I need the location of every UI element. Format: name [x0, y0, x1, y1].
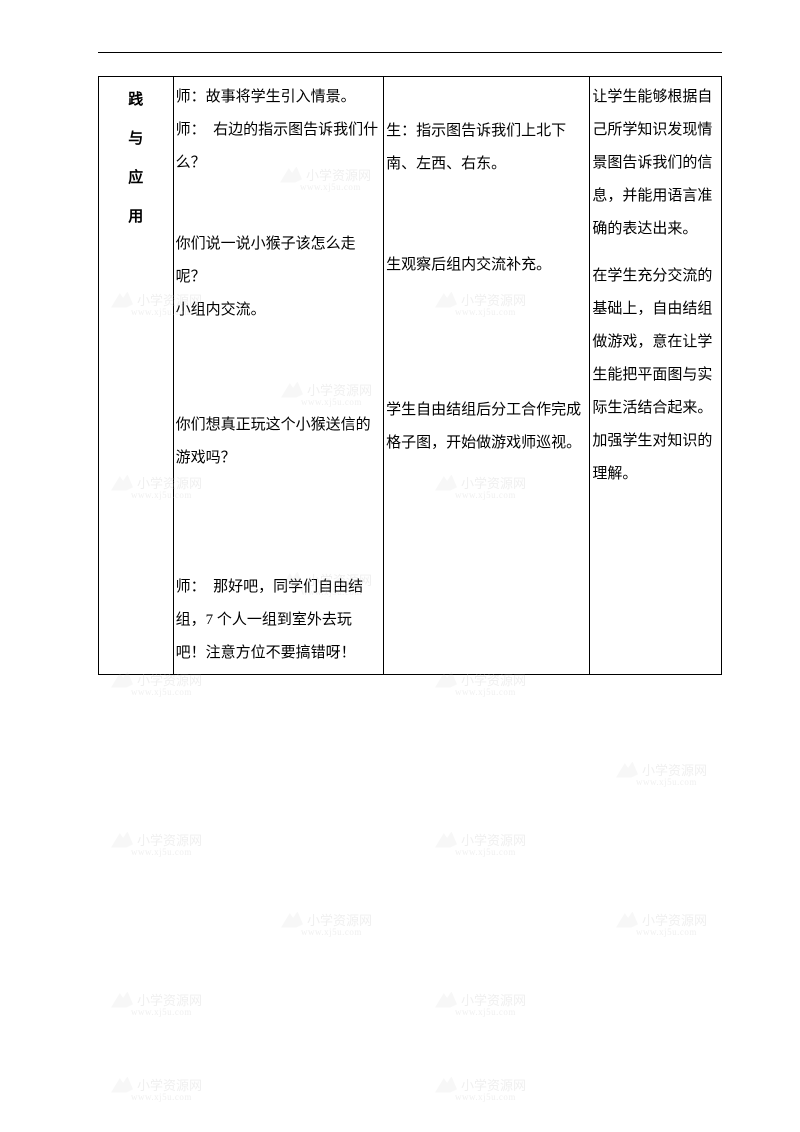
teacher-text: 你们想真正玩这个小猴送信的游戏吗？: [176, 409, 382, 475]
leaf-icon: [435, 1077, 457, 1093]
student-text: 生观察后组内交流补充。: [386, 249, 587, 282]
watermark-main: 小学资源网: [137, 1078, 202, 1093]
intent-text: 让学生能够根据自己所学知识发现情景图告诉我们的信息，并能用语言准确的表达出来。: [592, 81, 719, 246]
teacher-text: 师： 那好吧，同学们自由结组，7 个人一组到室外去玩吧！注意方位不要搞错呀！: [176, 571, 382, 670]
section-char: 用: [101, 198, 171, 237]
watermark-sub: www.xj5u.com: [131, 847, 202, 857]
watermark-main: 小学资源网: [461, 993, 526, 1008]
lesson-plan-table: 践 与 应 用 师：故事将学生引入情景。 师： 右边的指示图告诉我们什么？ 你们…: [98, 76, 722, 675]
watermark-sub: www.xj5u.com: [455, 1092, 526, 1102]
watermark-sub: www.xj5u.com: [636, 777, 707, 787]
watermark-main: 小学资源网: [137, 833, 202, 848]
leaf-icon: [281, 912, 303, 928]
student-text: 生：指示图告诉我们上北下南、左西、右东。: [386, 115, 587, 181]
leaf-icon: [616, 762, 638, 778]
design-intent-cell: 让学生能够根据自己所学知识发现情景图告诉我们的信息，并能用语言准确的表达出来。 …: [590, 77, 722, 675]
leaf-icon: [435, 832, 457, 848]
student-text: 学生自由结组后分工合作完成格子图，开始做游戏师巡视。: [386, 394, 587, 460]
watermark-sub: www.xj5u.com: [455, 847, 526, 857]
watermark-stamp: 小学资源网www.xj5u.com: [111, 990, 202, 1017]
leaf-icon: [435, 992, 457, 1008]
section-char: 践: [101, 81, 171, 120]
leaf-icon: [111, 832, 133, 848]
watermark-stamp: 小学资源网www.xj5u.com: [616, 910, 707, 937]
watermark-main: 小学资源网: [307, 913, 372, 928]
watermark-sub: www.xj5u.com: [455, 1007, 526, 1017]
lesson-table-container: 践 与 应 用 师：故事将学生引入情景。 师： 右边的指示图告诉我们什么？ 你们…: [98, 76, 722, 675]
leaf-icon: [616, 912, 638, 928]
intent-text: 在学生充分交流的基础上，自由结组做游戏，意在让学生能把平面图与实际生活结合起来。…: [592, 260, 719, 491]
teacher-text: 小组内交流。: [176, 294, 382, 327]
watermark-main: 小学资源网: [461, 833, 526, 848]
table-row: 践 与 应 用 师：故事将学生引入情景。 师： 右边的指示图告诉我们什么？ 你们…: [99, 77, 722, 675]
section-label-cell: 践 与 应 用: [99, 77, 174, 675]
watermark-sub: www.xj5u.com: [131, 687, 202, 697]
watermark-stamp: 小学资源网www.xj5u.com: [435, 990, 526, 1017]
watermark-stamp: 小学资源网www.xj5u.com: [616, 760, 707, 787]
watermark-sub: www.xj5u.com: [131, 1092, 202, 1102]
teacher-text: 师：故事将学生引入情景。: [176, 81, 382, 114]
watermark-stamp: 小学资源网www.xj5u.com: [281, 910, 372, 937]
watermark-stamp: 小学资源网www.xj5u.com: [111, 830, 202, 857]
watermark-sub: www.xj5u.com: [301, 927, 372, 937]
leaf-icon: [111, 1077, 133, 1093]
watermark-stamp: 小学资源网www.xj5u.com: [435, 830, 526, 857]
teacher-text: 你们说一说小猴子该怎么走呢？: [176, 228, 382, 294]
section-char: 应: [101, 159, 171, 198]
student-activity-cell: 生：指示图告诉我们上北下南、左西、右东。 生观察后组内交流补充。 学生自由结组后…: [384, 77, 590, 675]
watermark-stamp: 小学资源网www.xj5u.com: [111, 1075, 202, 1102]
leaf-icon: [111, 992, 133, 1008]
watermark-sub: www.xj5u.com: [131, 1007, 202, 1017]
watermark-sub: www.xj5u.com: [636, 927, 707, 937]
watermark-main: 小学资源网: [461, 1078, 526, 1093]
section-char: 与: [101, 120, 171, 159]
watermark-sub: www.xj5u.com: [455, 687, 526, 697]
page-top-rule: [98, 52, 722, 53]
watermark-stamp: 小学资源网www.xj5u.com: [435, 1075, 526, 1102]
teacher-activity-cell: 师：故事将学生引入情景。 师： 右边的指示图告诉我们什么？ 你们说一说小猴子该怎…: [173, 77, 384, 675]
watermark-main: 小学资源网: [137, 993, 202, 1008]
watermark-main: 小学资源网: [642, 763, 707, 778]
watermark-main: 小学资源网: [137, 673, 202, 688]
teacher-text: 师： 右边的指示图告诉我们什么？: [176, 114, 382, 180]
watermark-main: 小学资源网: [461, 673, 526, 688]
watermark-main: 小学资源网: [642, 913, 707, 928]
